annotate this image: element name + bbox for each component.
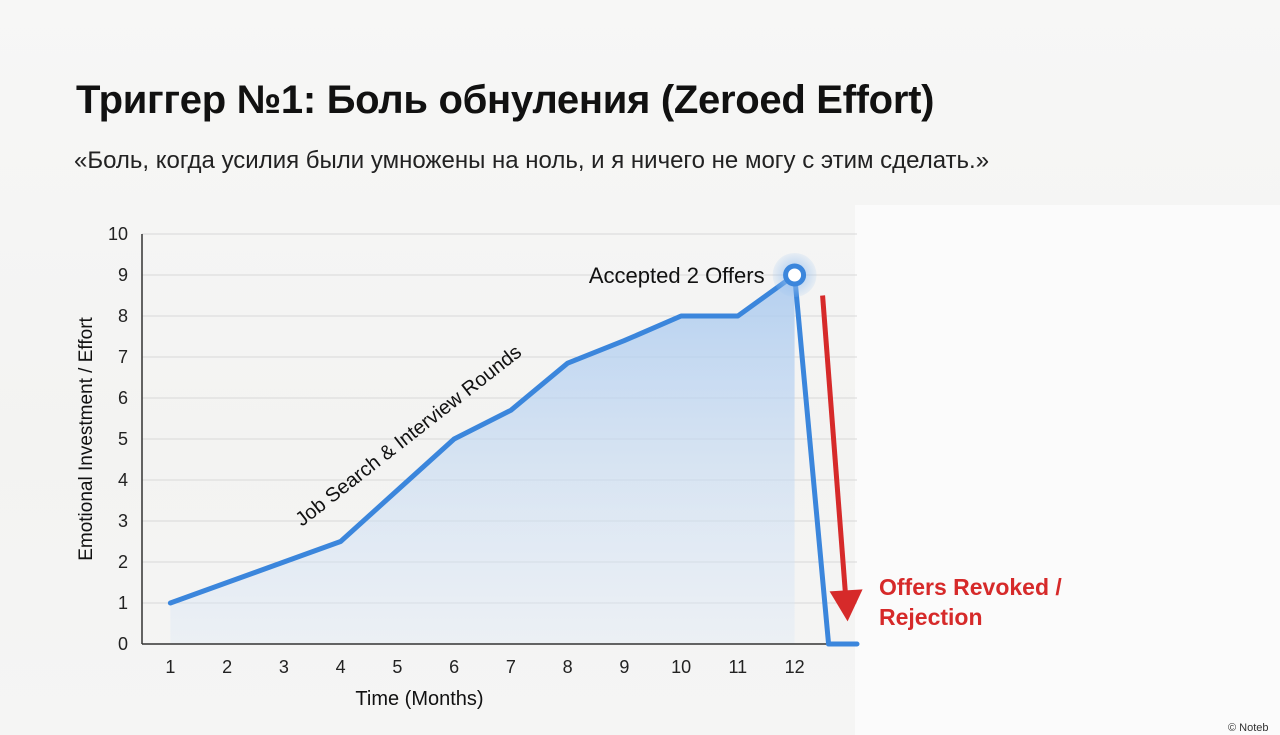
y-tick-label: 3 — [118, 511, 128, 531]
x-tick-label: 5 — [392, 657, 402, 677]
x-tick-label: 8 — [563, 657, 573, 677]
x-axis-title: Time (Months) — [355, 688, 483, 710]
page-title: Триггер №1: Боль обнуления (Zeroed Effor… — [76, 78, 935, 122]
x-tick-label: 6 — [449, 657, 459, 677]
y-tick-label: 7 — [118, 347, 128, 367]
x-tick-label: 7 — [506, 657, 516, 677]
y-tick-label: 1 — [118, 593, 128, 613]
x-tick-label: 9 — [619, 657, 629, 677]
line-layer — [167, 253, 860, 647]
x-tick-label: 12 — [785, 657, 805, 677]
page-subtitle: «Боль, когда усилия были умножены на нол… — [74, 147, 990, 174]
x-tick-label: 3 — [279, 657, 289, 677]
effort-area — [170, 275, 795, 644]
area-layer — [170, 275, 795, 644]
x-tick-label: 2 — [222, 657, 232, 677]
right-panel — [855, 205, 1280, 735]
revoked-arrow-head — [829, 589, 863, 622]
y-tick-label: 9 — [118, 265, 128, 285]
revoked-arrow-shaft — [820, 295, 849, 596]
y-tick-label: 4 — [118, 470, 128, 490]
y-tick-label: 10 — [108, 224, 128, 244]
drop-label-line2: Rejection — [879, 604, 983, 630]
x-tick-label: 10 — [671, 657, 691, 677]
y-tick-label: 8 — [118, 306, 128, 326]
y-tick-label: 5 — [118, 429, 128, 449]
peak-label: Accepted 2 Offers — [589, 263, 765, 288]
x-tick-label: 4 — [336, 657, 346, 677]
watermark: © Noteb — [1228, 722, 1269, 734]
y-axis-title: Emotional Investment / Effort — [76, 316, 97, 560]
y-tick-label: 2 — [118, 552, 128, 572]
drop-label-line1: Offers Revoked / — [879, 574, 1062, 600]
y-tick-label: 6 — [118, 388, 128, 408]
x-tick-label: 1 — [165, 657, 175, 677]
y-tick-label: 0 — [118, 634, 128, 654]
x-tick-label: 11 — [728, 657, 747, 677]
peak-point — [783, 263, 807, 287]
